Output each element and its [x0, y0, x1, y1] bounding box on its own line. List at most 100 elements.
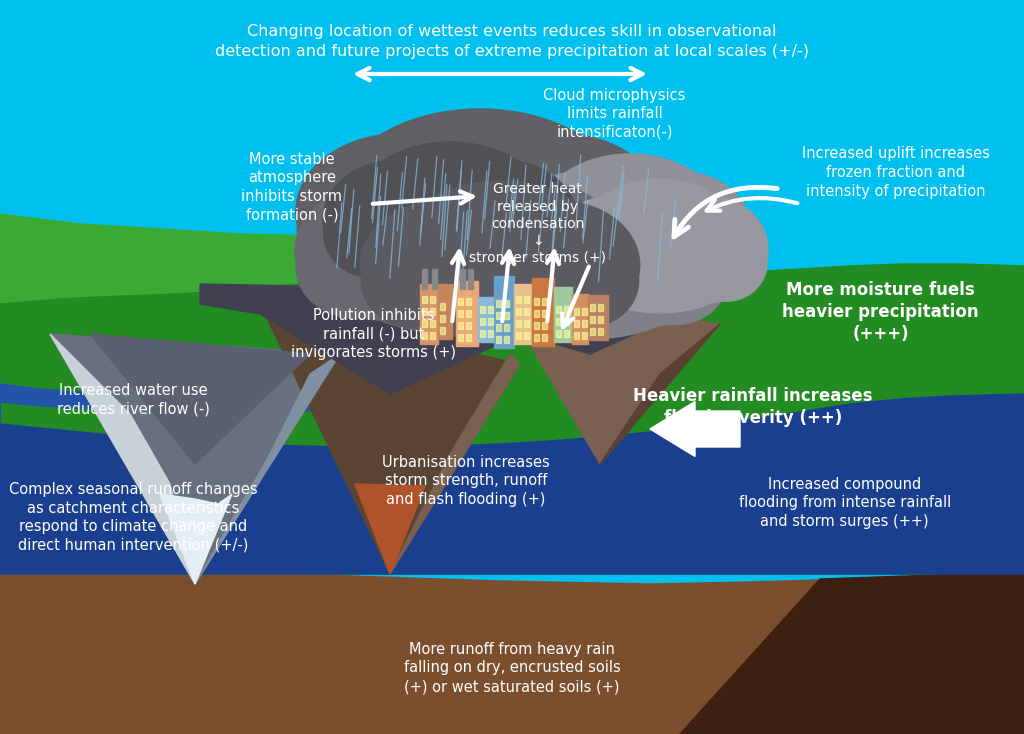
Polygon shape	[500, 294, 720, 464]
Polygon shape	[200, 284, 700, 394]
Ellipse shape	[470, 193, 591, 294]
Ellipse shape	[324, 191, 420, 277]
Polygon shape	[50, 334, 195, 584]
Polygon shape	[600, 324, 720, 464]
Ellipse shape	[323, 161, 467, 279]
Ellipse shape	[390, 181, 610, 337]
Bar	[590, 328, 595, 335]
Ellipse shape	[590, 189, 683, 273]
Polygon shape	[390, 354, 520, 574]
Bar	[564, 330, 569, 337]
Bar	[466, 322, 471, 329]
Bar	[468, 269, 473, 289]
Ellipse shape	[425, 172, 568, 283]
Ellipse shape	[367, 153, 477, 247]
Ellipse shape	[296, 217, 421, 319]
Polygon shape	[0, 394, 1024, 574]
Bar	[496, 312, 501, 319]
Bar	[496, 336, 501, 343]
Ellipse shape	[342, 175, 617, 305]
Bar	[574, 332, 579, 339]
Bar	[504, 300, 509, 307]
Ellipse shape	[575, 179, 745, 309]
Bar	[422, 308, 427, 315]
Ellipse shape	[452, 228, 557, 324]
Ellipse shape	[355, 192, 545, 291]
Polygon shape	[0, 264, 1024, 574]
Bar	[440, 303, 445, 310]
Bar	[534, 298, 539, 305]
Bar	[590, 304, 595, 311]
Bar	[582, 308, 587, 315]
Bar	[556, 318, 561, 325]
Bar	[516, 320, 521, 327]
Text: Cloud microphysics
limits rainfall
intensificaton(-): Cloud microphysics limits rainfall inten…	[543, 87, 686, 140]
Ellipse shape	[534, 234, 639, 327]
Polygon shape	[680, 572, 1024, 734]
Bar	[458, 322, 463, 329]
Bar	[456, 281, 478, 346]
Text: More runoff from heavy rain
falling on dry, encrusted soils
(+) or wet saturated: More runoff from heavy rain falling on d…	[403, 642, 621, 694]
Bar	[554, 287, 572, 342]
Bar	[480, 318, 485, 325]
Bar	[466, 298, 471, 305]
Ellipse shape	[297, 174, 436, 288]
Bar	[488, 306, 493, 313]
Ellipse shape	[510, 202, 601, 286]
Ellipse shape	[359, 123, 519, 247]
Bar	[556, 306, 561, 313]
Ellipse shape	[295, 181, 482, 321]
Ellipse shape	[580, 225, 740, 313]
Ellipse shape	[335, 109, 625, 299]
Ellipse shape	[523, 174, 663, 288]
Bar	[440, 327, 445, 334]
Ellipse shape	[352, 172, 495, 283]
Bar	[488, 330, 493, 337]
Bar	[420, 284, 438, 344]
Bar	[458, 298, 463, 305]
Bar	[564, 306, 569, 313]
Polygon shape	[195, 354, 340, 584]
Ellipse shape	[330, 159, 590, 329]
Bar	[494, 276, 514, 348]
Bar	[488, 318, 493, 325]
Bar	[422, 320, 427, 327]
Bar	[504, 336, 509, 343]
Bar	[582, 332, 587, 339]
Ellipse shape	[623, 228, 729, 324]
Bar	[458, 310, 463, 317]
Bar	[480, 306, 485, 313]
Ellipse shape	[409, 193, 529, 294]
Bar	[532, 278, 554, 346]
Polygon shape	[0, 214, 1024, 574]
Bar	[542, 322, 547, 329]
Text: Heavier rainfall increases
flood severity (++): Heavier rainfall increases flood severit…	[633, 388, 872, 427]
Text: Increased compound
flooding from intense rainfall
and storm surges (++): Increased compound flooding from intense…	[738, 476, 951, 529]
Bar	[524, 296, 529, 303]
Ellipse shape	[552, 196, 675, 302]
Bar	[430, 332, 435, 339]
Bar	[598, 316, 603, 323]
Ellipse shape	[560, 186, 681, 290]
Ellipse shape	[613, 172, 751, 287]
Ellipse shape	[350, 142, 550, 286]
Bar	[516, 296, 521, 303]
Bar	[504, 324, 509, 331]
Ellipse shape	[535, 154, 725, 294]
Bar	[564, 318, 569, 325]
Text: Increased water use
reduces river flow (-): Increased water use reduces river flow (…	[56, 383, 210, 417]
Bar	[458, 334, 463, 341]
Polygon shape	[260, 304, 520, 574]
Bar	[598, 304, 603, 311]
Ellipse shape	[499, 217, 624, 319]
Ellipse shape	[337, 219, 584, 334]
Bar	[422, 296, 427, 303]
Ellipse shape	[361, 234, 467, 327]
Bar	[460, 269, 465, 289]
Bar	[542, 334, 547, 341]
Bar	[478, 297, 494, 342]
Bar	[422, 332, 427, 339]
Ellipse shape	[480, 174, 700, 334]
Bar	[466, 310, 471, 317]
Bar	[542, 310, 547, 317]
